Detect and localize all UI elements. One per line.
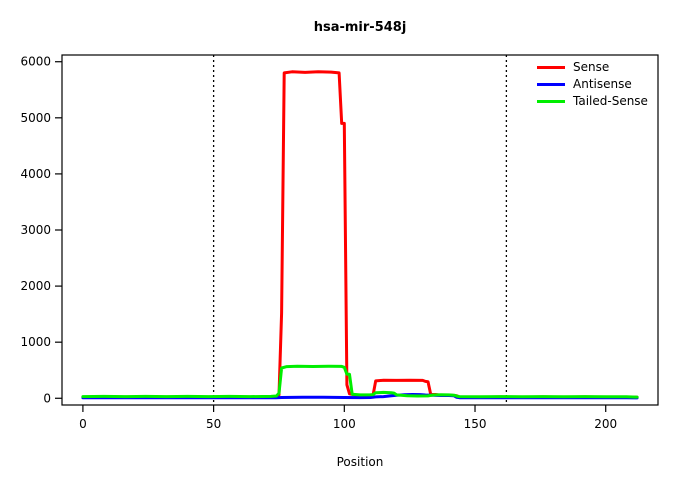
legend: Sense Antisense Tailed-Sense <box>537 60 648 108</box>
chart-title: hsa-mir-548j <box>313 20 407 35</box>
legend-swatch-antisense <box>537 82 565 86</box>
svg-text:1000: 1000 <box>20 335 51 349</box>
svg-text:6000: 6000 <box>20 55 51 69</box>
x-axis-label: Position <box>336 455 384 469</box>
legend-label-sense: Sense <box>573 60 610 74</box>
legend-item-tailed-sense: Tailed-Sense <box>537 94 648 108</box>
svg-text:0: 0 <box>43 391 51 405</box>
svg-text:3000: 3000 <box>20 223 51 237</box>
svg-text:150: 150 <box>464 417 487 431</box>
legend-item-antisense: Antisense <box>537 77 648 91</box>
svg-text:200: 200 <box>594 417 617 431</box>
svg-text:100: 100 <box>333 417 356 431</box>
svg-text:2000: 2000 <box>20 279 51 293</box>
svg-text:5000: 5000 <box>20 111 51 125</box>
legend-label-tailed-sense: Tailed-Sense <box>573 94 648 108</box>
legend-swatch-tailed-sense <box>537 99 565 103</box>
svg-text:4000: 4000 <box>20 167 51 181</box>
svg-text:50: 50 <box>206 417 221 431</box>
legend-label-antisense: Antisense <box>573 77 632 91</box>
legend-item-sense: Sense <box>537 60 648 74</box>
legend-swatch-sense <box>537 65 565 69</box>
svg-text:0: 0 <box>79 417 87 431</box>
